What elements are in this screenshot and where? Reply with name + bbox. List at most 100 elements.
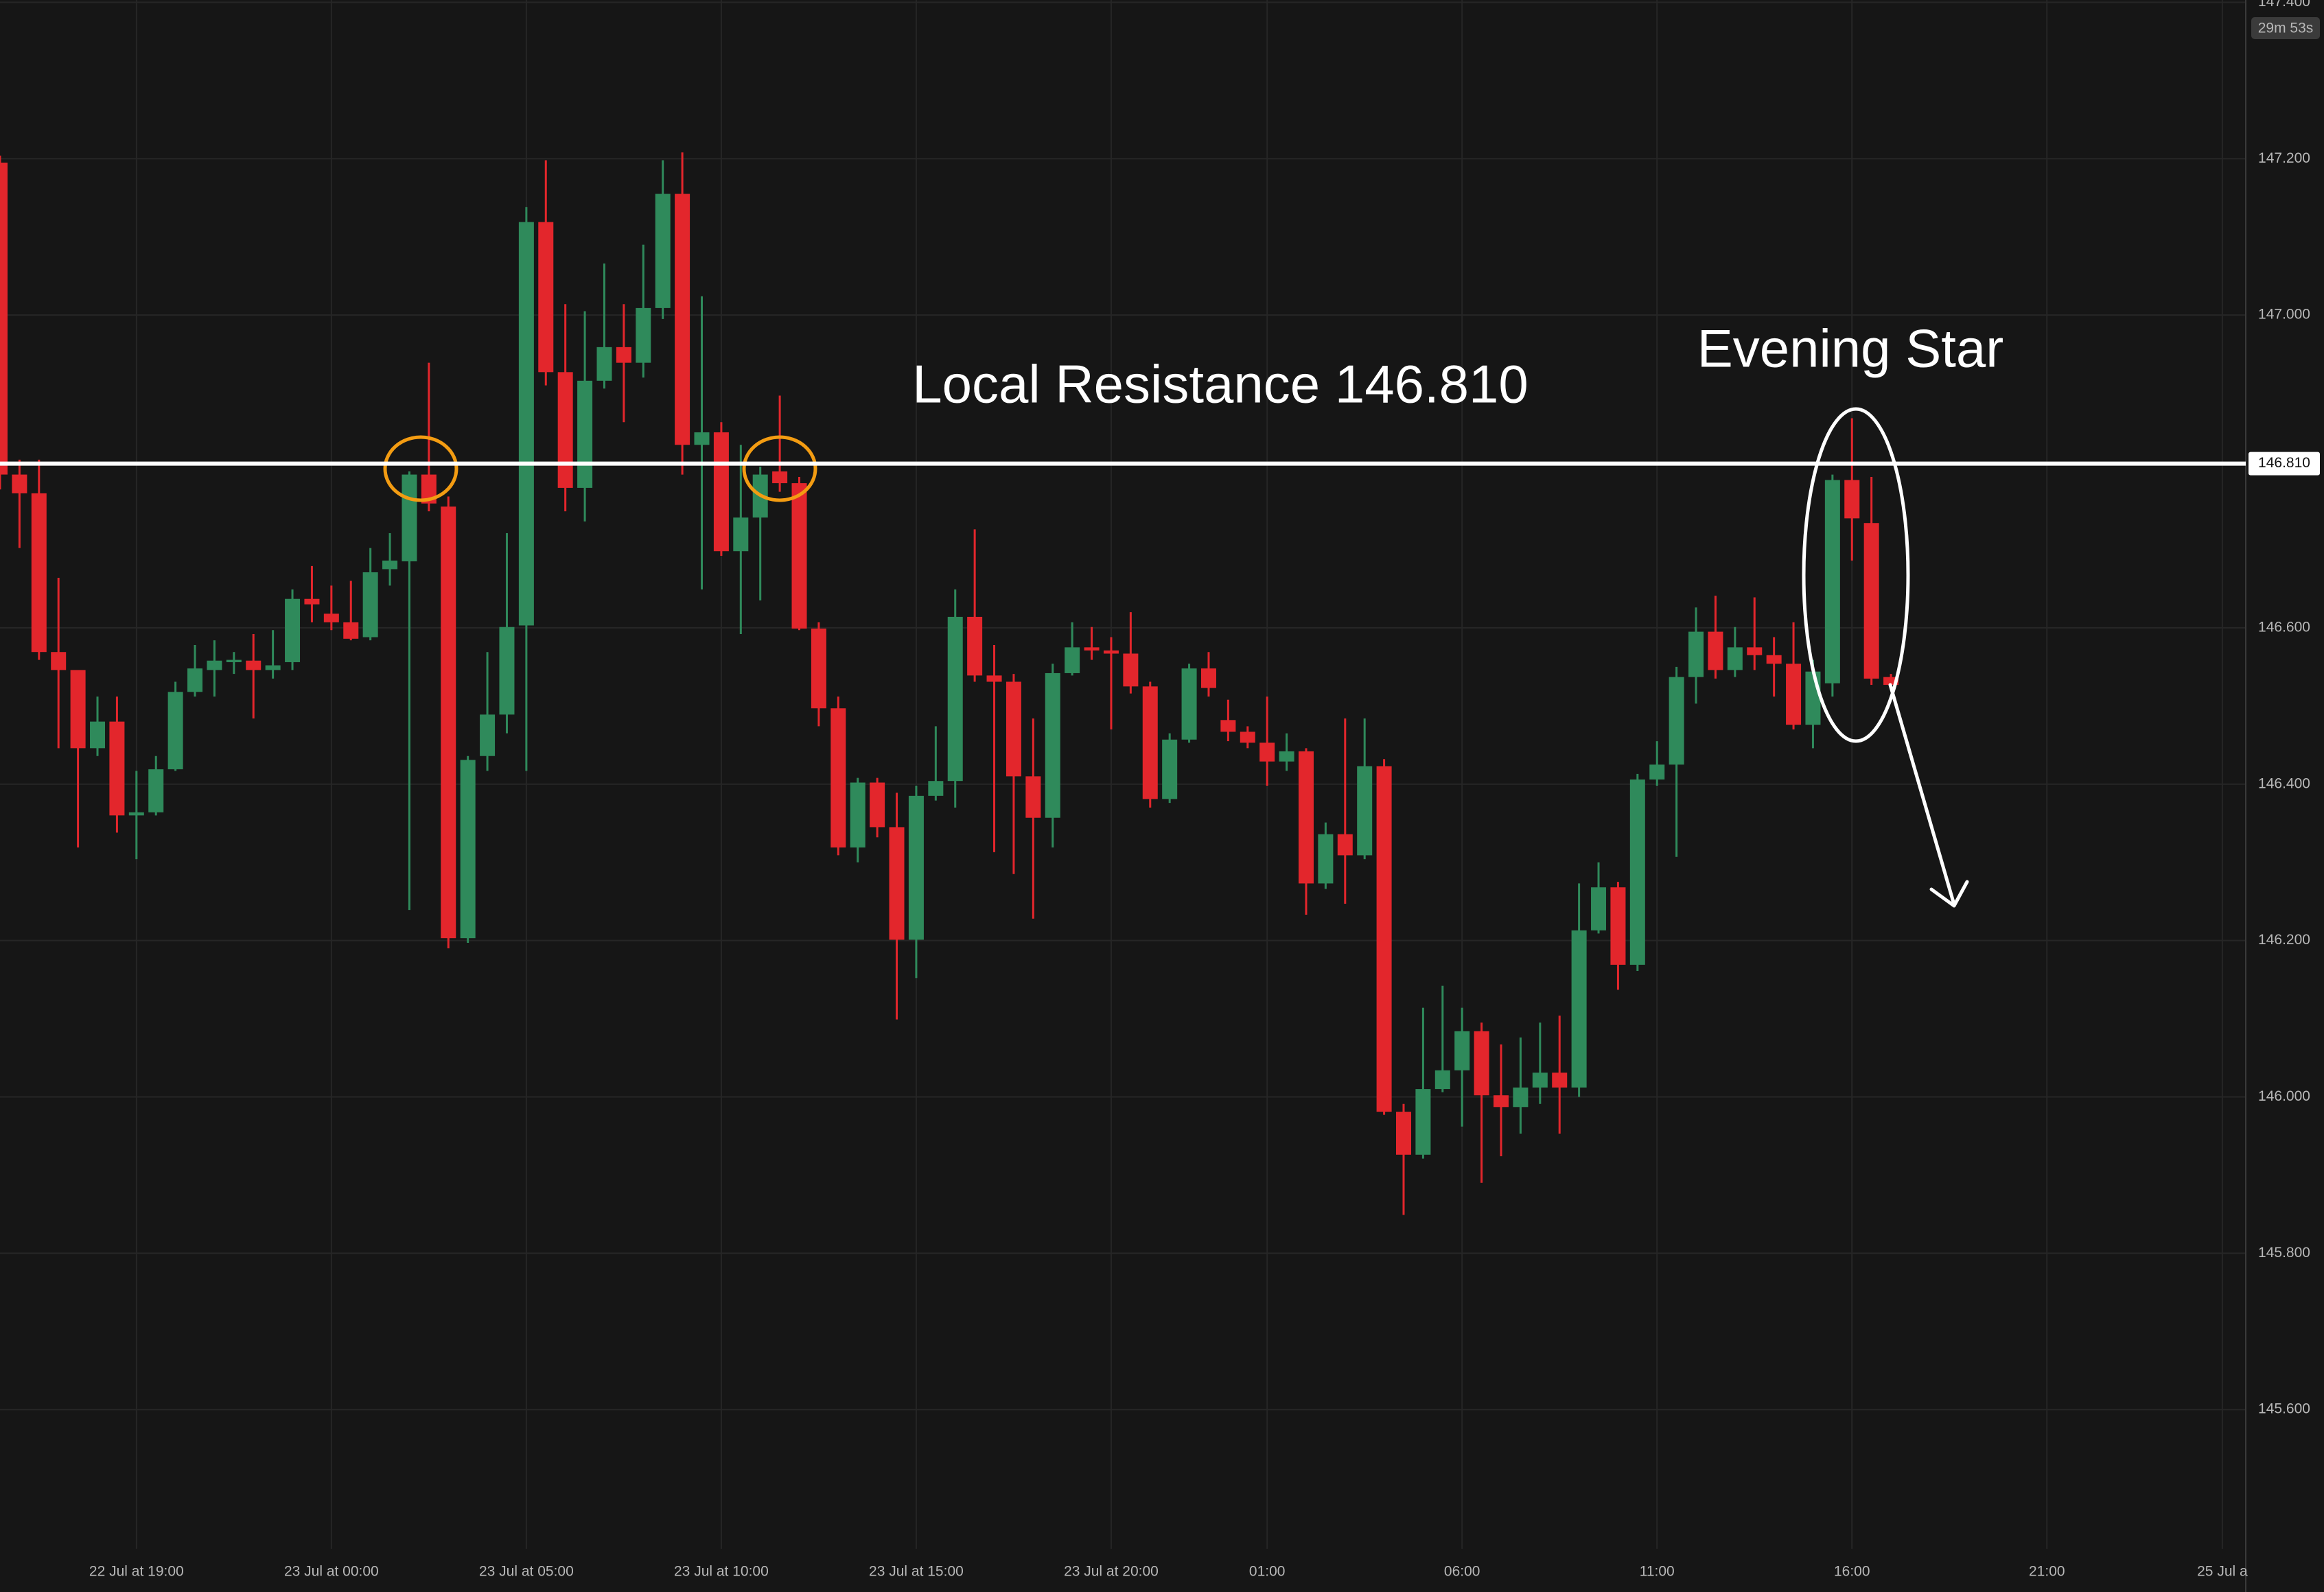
candle-body [1824, 480, 1840, 683]
candle-body [1142, 686, 1158, 799]
candle-body [362, 572, 378, 637]
x-tick-label: 22 Jul at 19:00 [89, 1564, 184, 1580]
y-tick-label: 146.200 [2258, 932, 2310, 948]
candle-body [1396, 1112, 1411, 1155]
x-tick-label: 11:00 [1640, 1564, 1675, 1580]
candle-body [441, 506, 456, 939]
candle-body [70, 670, 86, 749]
candle-body [1123, 653, 1139, 687]
candle-body [986, 675, 1002, 682]
candle-body [323, 613, 339, 622]
candle-body [811, 629, 826, 709]
candle-body [382, 560, 398, 570]
candle-body [1259, 742, 1275, 762]
candle-body [421, 474, 437, 504]
candle-body [1688, 631, 1704, 677]
candle-body [557, 372, 573, 488]
candle-body [499, 627, 515, 715]
candle-body [1494, 1095, 1509, 1108]
countdown-box [2251, 17, 2320, 39]
candle-body [655, 194, 671, 308]
candle-body [12, 474, 27, 493]
candle-body [226, 659, 242, 663]
candle-body [1766, 655, 1782, 664]
candle-body [1434, 1070, 1450, 1090]
candle-body [1669, 677, 1684, 765]
candle-body [90, 721, 106, 749]
candle-body [870, 782, 885, 828]
y-tick-label: 146.400 [2258, 775, 2310, 791]
candle-body [1649, 764, 1665, 780]
candle-body [830, 708, 846, 848]
candle-body [31, 493, 47, 653]
y-tick-label: 147.400 [2258, 0, 2310, 10]
annotation: Local Resistance 146.810 [912, 354, 1529, 414]
candle-body [518, 222, 534, 626]
y-tick-label: 146.000 [2258, 1088, 2310, 1104]
candle-body [1279, 751, 1294, 762]
down-arrow [1888, 683, 1969, 908]
x-tick-label: 06:00 [1444, 1564, 1480, 1580]
candle-body [1025, 776, 1041, 818]
candle-body [1805, 671, 1821, 725]
x-tick-label: 23 Jul at 05:00 [479, 1564, 574, 1580]
candle-body [772, 471, 788, 484]
candle-body [1747, 647, 1763, 655]
candle-body [1220, 720, 1236, 732]
candle-body [713, 432, 729, 552]
candle-body [1591, 887, 1607, 930]
candle-body [1708, 631, 1723, 670]
candle-body [1571, 930, 1587, 1088]
candle-body [1552, 1073, 1568, 1088]
candle-body [343, 622, 359, 639]
candle-body [1629, 779, 1645, 965]
x-tick-label: 23 Jul at 00:00 [284, 1564, 379, 1580]
candle-body [889, 827, 905, 940]
candles [0, 152, 1899, 1215]
highlight-circle [383, 435, 458, 502]
candle-body [1103, 650, 1119, 654]
candle-body [460, 760, 476, 939]
candle-body [1006, 681, 1021, 777]
candle-body [1786, 664, 1802, 725]
candle-body [1610, 887, 1626, 965]
annotation: Evening Star [1697, 318, 2004, 379]
candle-body [596, 347, 612, 381]
candle-body [947, 616, 963, 782]
candle-body [285, 598, 301, 663]
candle-body [1162, 739, 1178, 799]
candle-body [167, 692, 183, 770]
candle-body [1532, 1073, 1548, 1088]
candle-body [577, 380, 593, 488]
candle-body [967, 616, 983, 676]
candle-body [402, 474, 417, 562]
candle-body [0, 162, 8, 475]
x-tick-label: 23 Jul at 20:00 [1064, 1564, 1159, 1580]
highlight-ellipse [1802, 407, 1910, 743]
candle-body [733, 517, 749, 552]
x-tick-label: 25 Jul a [2197, 1564, 2248, 1580]
countdown: 29m 53s [2258, 21, 2314, 36]
candle-body [694, 432, 710, 445]
candle-body [1240, 731, 1255, 743]
candle-body [1863, 523, 1879, 679]
candle-body [207, 660, 222, 670]
candle-body [538, 222, 554, 373]
candle-body [1318, 834, 1334, 884]
candle-body [304, 598, 320, 605]
candle-body [480, 714, 496, 756]
highlight-circle [742, 435, 817, 502]
candle-body [1084, 647, 1100, 651]
candle-body [908, 795, 924, 940]
x-tick-label: 16:00 [1834, 1564, 1870, 1580]
x-tick-label: 21:00 [2029, 1564, 2065, 1580]
candle-body [1883, 677, 1899, 686]
candle-body [148, 769, 164, 812]
candle-body [1298, 751, 1314, 884]
candle-body [1065, 647, 1080, 673]
candle-body [51, 652, 67, 670]
candle-body [1357, 766, 1373, 856]
candle-body [928, 781, 944, 796]
candle-body [1045, 672, 1060, 818]
